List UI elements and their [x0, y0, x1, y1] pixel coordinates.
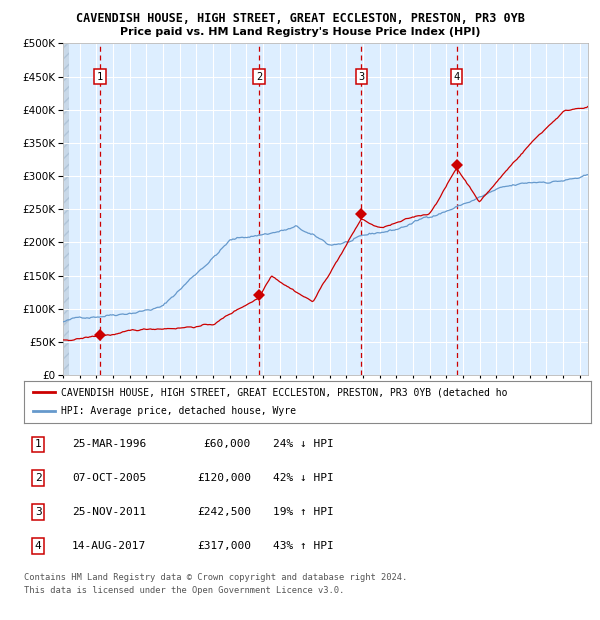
Text: Contains HM Land Registry data © Crown copyright and database right 2024.: Contains HM Land Registry data © Crown c…: [24, 574, 407, 583]
Text: CAVENDISH HOUSE, HIGH STREET, GREAT ECCLESTON, PRESTON, PR3 0YB (detached ho: CAVENDISH HOUSE, HIGH STREET, GREAT ECCL…: [61, 387, 508, 397]
Text: £120,000: £120,000: [197, 473, 251, 483]
Text: £317,000: £317,000: [197, 541, 251, 551]
Text: This data is licensed under the Open Government Licence v3.0.: This data is licensed under the Open Gov…: [24, 586, 344, 595]
Text: 07-OCT-2005: 07-OCT-2005: [72, 473, 146, 483]
Text: 2: 2: [256, 71, 262, 82]
Text: 25-NOV-2011: 25-NOV-2011: [72, 507, 146, 517]
Text: 2: 2: [35, 473, 41, 483]
Text: 4: 4: [35, 541, 41, 551]
Bar: [63, 43, 69, 375]
Text: 42% ↓ HPI: 42% ↓ HPI: [274, 473, 334, 483]
Text: 4: 4: [454, 71, 460, 82]
Text: 1: 1: [97, 71, 103, 82]
Text: 14-AUG-2017: 14-AUG-2017: [72, 541, 146, 551]
Text: HPI: Average price, detached house, Wyre: HPI: Average price, detached house, Wyre: [61, 407, 296, 417]
Text: 43% ↑ HPI: 43% ↑ HPI: [274, 541, 334, 551]
Text: 3: 3: [358, 71, 364, 82]
Text: £60,000: £60,000: [203, 440, 251, 450]
Text: £242,500: £242,500: [197, 507, 251, 517]
Text: 3: 3: [35, 507, 41, 517]
Text: 24% ↓ HPI: 24% ↓ HPI: [274, 440, 334, 450]
Text: 19% ↑ HPI: 19% ↑ HPI: [274, 507, 334, 517]
Text: 25-MAR-1996: 25-MAR-1996: [72, 440, 146, 450]
Text: Price paid vs. HM Land Registry's House Price Index (HPI): Price paid vs. HM Land Registry's House …: [120, 27, 480, 37]
Text: CAVENDISH HOUSE, HIGH STREET, GREAT ECCLESTON, PRESTON, PR3 0YB: CAVENDISH HOUSE, HIGH STREET, GREAT ECCL…: [76, 12, 524, 25]
Text: 1: 1: [35, 440, 41, 450]
